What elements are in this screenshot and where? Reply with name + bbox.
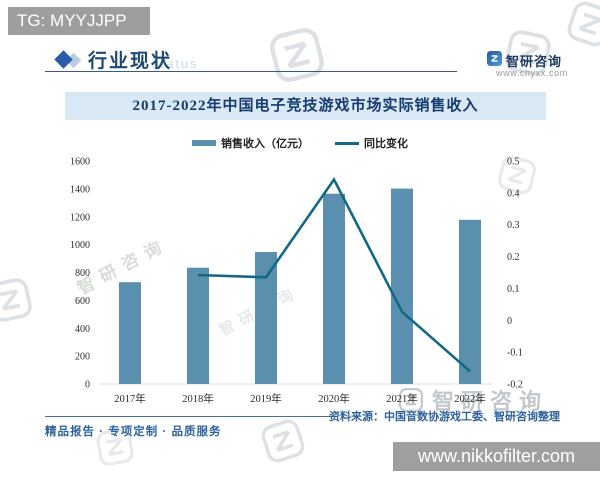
svg-text:2019年: 2019年 — [250, 392, 282, 405]
svg-text:1000: 1000 — [70, 240, 90, 251]
chart-title: 2017-2022年中国电子竞技游戏市场实际销售收入 — [132, 98, 479, 114]
brand-url: www.chyxx.com — [496, 68, 568, 78]
site-url-badge: www.nikkofilter.com — [393, 442, 600, 471]
page-title: 行业现状 — [88, 51, 173, 72]
svg-text:1200: 1200 — [70, 212, 90, 223]
svg-text:1600: 1600 — [70, 157, 90, 168]
svg-text:0.5: 0.5 — [507, 157, 520, 168]
svg-text:0.4: 0.4 — [507, 188, 520, 199]
status-watermark: status — [152, 56, 199, 71]
svg-text:0.1: 0.1 — [507, 284, 520, 295]
svg-text:0: 0 — [507, 316, 512, 327]
header-divider — [45, 71, 457, 72]
svg-text:1400: 1400 — [70, 184, 90, 195]
svg-text:400: 400 — [75, 324, 90, 335]
footer-slogan: 精品报告 · 专项定制 · 品质服务 — [45, 426, 222, 438]
svg-text:-0.2: -0.2 — [507, 380, 523, 391]
svg-text:2017年: 2017年 — [114, 392, 146, 405]
chyxx-logo-watermark — [257, 415, 310, 468]
svg-text:200: 200 — [75, 352, 90, 363]
brand-watermark-large-text: 智研咨询 — [432, 389, 549, 414]
data-source-note: 资料来源：中国音数协游戏工委、智研咨询整理 — [329, 411, 560, 423]
svg-text:2021年: 2021年 — [386, 392, 418, 405]
diamond-icon — [54, 50, 73, 69]
chyxx-logo-watermark — [398, 387, 424, 413]
chyxx-logo-watermark — [562, 0, 600, 52]
chyxx-logo-watermark — [0, 274, 36, 326]
brand-watermark-large: 智研咨询 — [398, 384, 548, 416]
svg-text:800: 800 — [75, 268, 90, 279]
svg-text:2020年: 2020年 — [318, 392, 350, 405]
chart-legend: 销售收入（亿元） 同比变化 — [0, 135, 600, 151]
chyxx-logo-watermark — [264, 22, 329, 87]
footer-divider — [45, 416, 337, 417]
chart-title-band: 2017-2022年中国电子竞技游戏市场实际销售收入 — [65, 92, 546, 120]
chyxx-logo-icon — [487, 51, 502, 66]
svg-text:0.2: 0.2 — [507, 252, 520, 263]
svg-text:-0.1: -0.1 — [507, 348, 523, 359]
legend-bar-swatch — [192, 140, 216, 146]
legend-bar-label: 销售收入（亿元） — [221, 138, 309, 150]
svg-text:600: 600 — [75, 296, 90, 307]
legend-item-revenue: 销售收入（亿元） — [192, 135, 309, 151]
svg-text:0: 0 — [85, 380, 90, 391]
chart-canvas: 0 200 400 600 800 1000 1200 1400 1600 0.5 0.4 0.3 0.… — [70, 157, 523, 406]
legend-line-label: 同比变化 — [364, 138, 408, 150]
svg-text:2018年: 2018年 — [182, 392, 214, 405]
svg-text:0.3: 0.3 — [507, 220, 520, 231]
legend-item-yoy: 同比变化 — [335, 135, 408, 151]
svg-text:2022年: 2022年 — [454, 392, 486, 405]
telegram-badge: TG: MYYJJPP — [8, 7, 150, 35]
legend-line-swatch — [335, 141, 359, 145]
